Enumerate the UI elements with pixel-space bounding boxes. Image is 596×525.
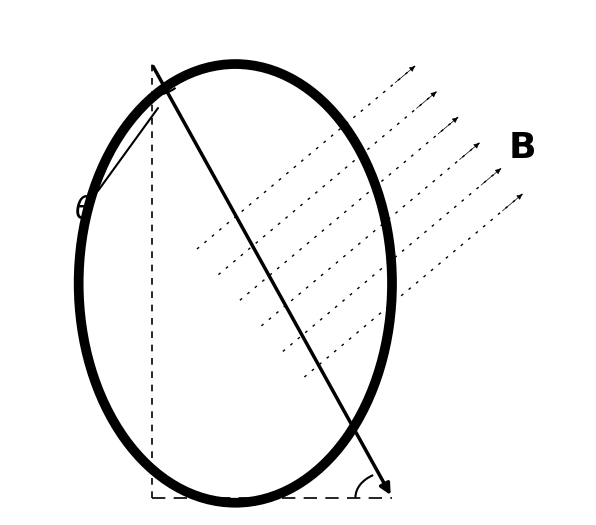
- Text: $\theta$: $\theta$: [74, 108, 158, 225]
- Text: B: B: [509, 131, 536, 165]
